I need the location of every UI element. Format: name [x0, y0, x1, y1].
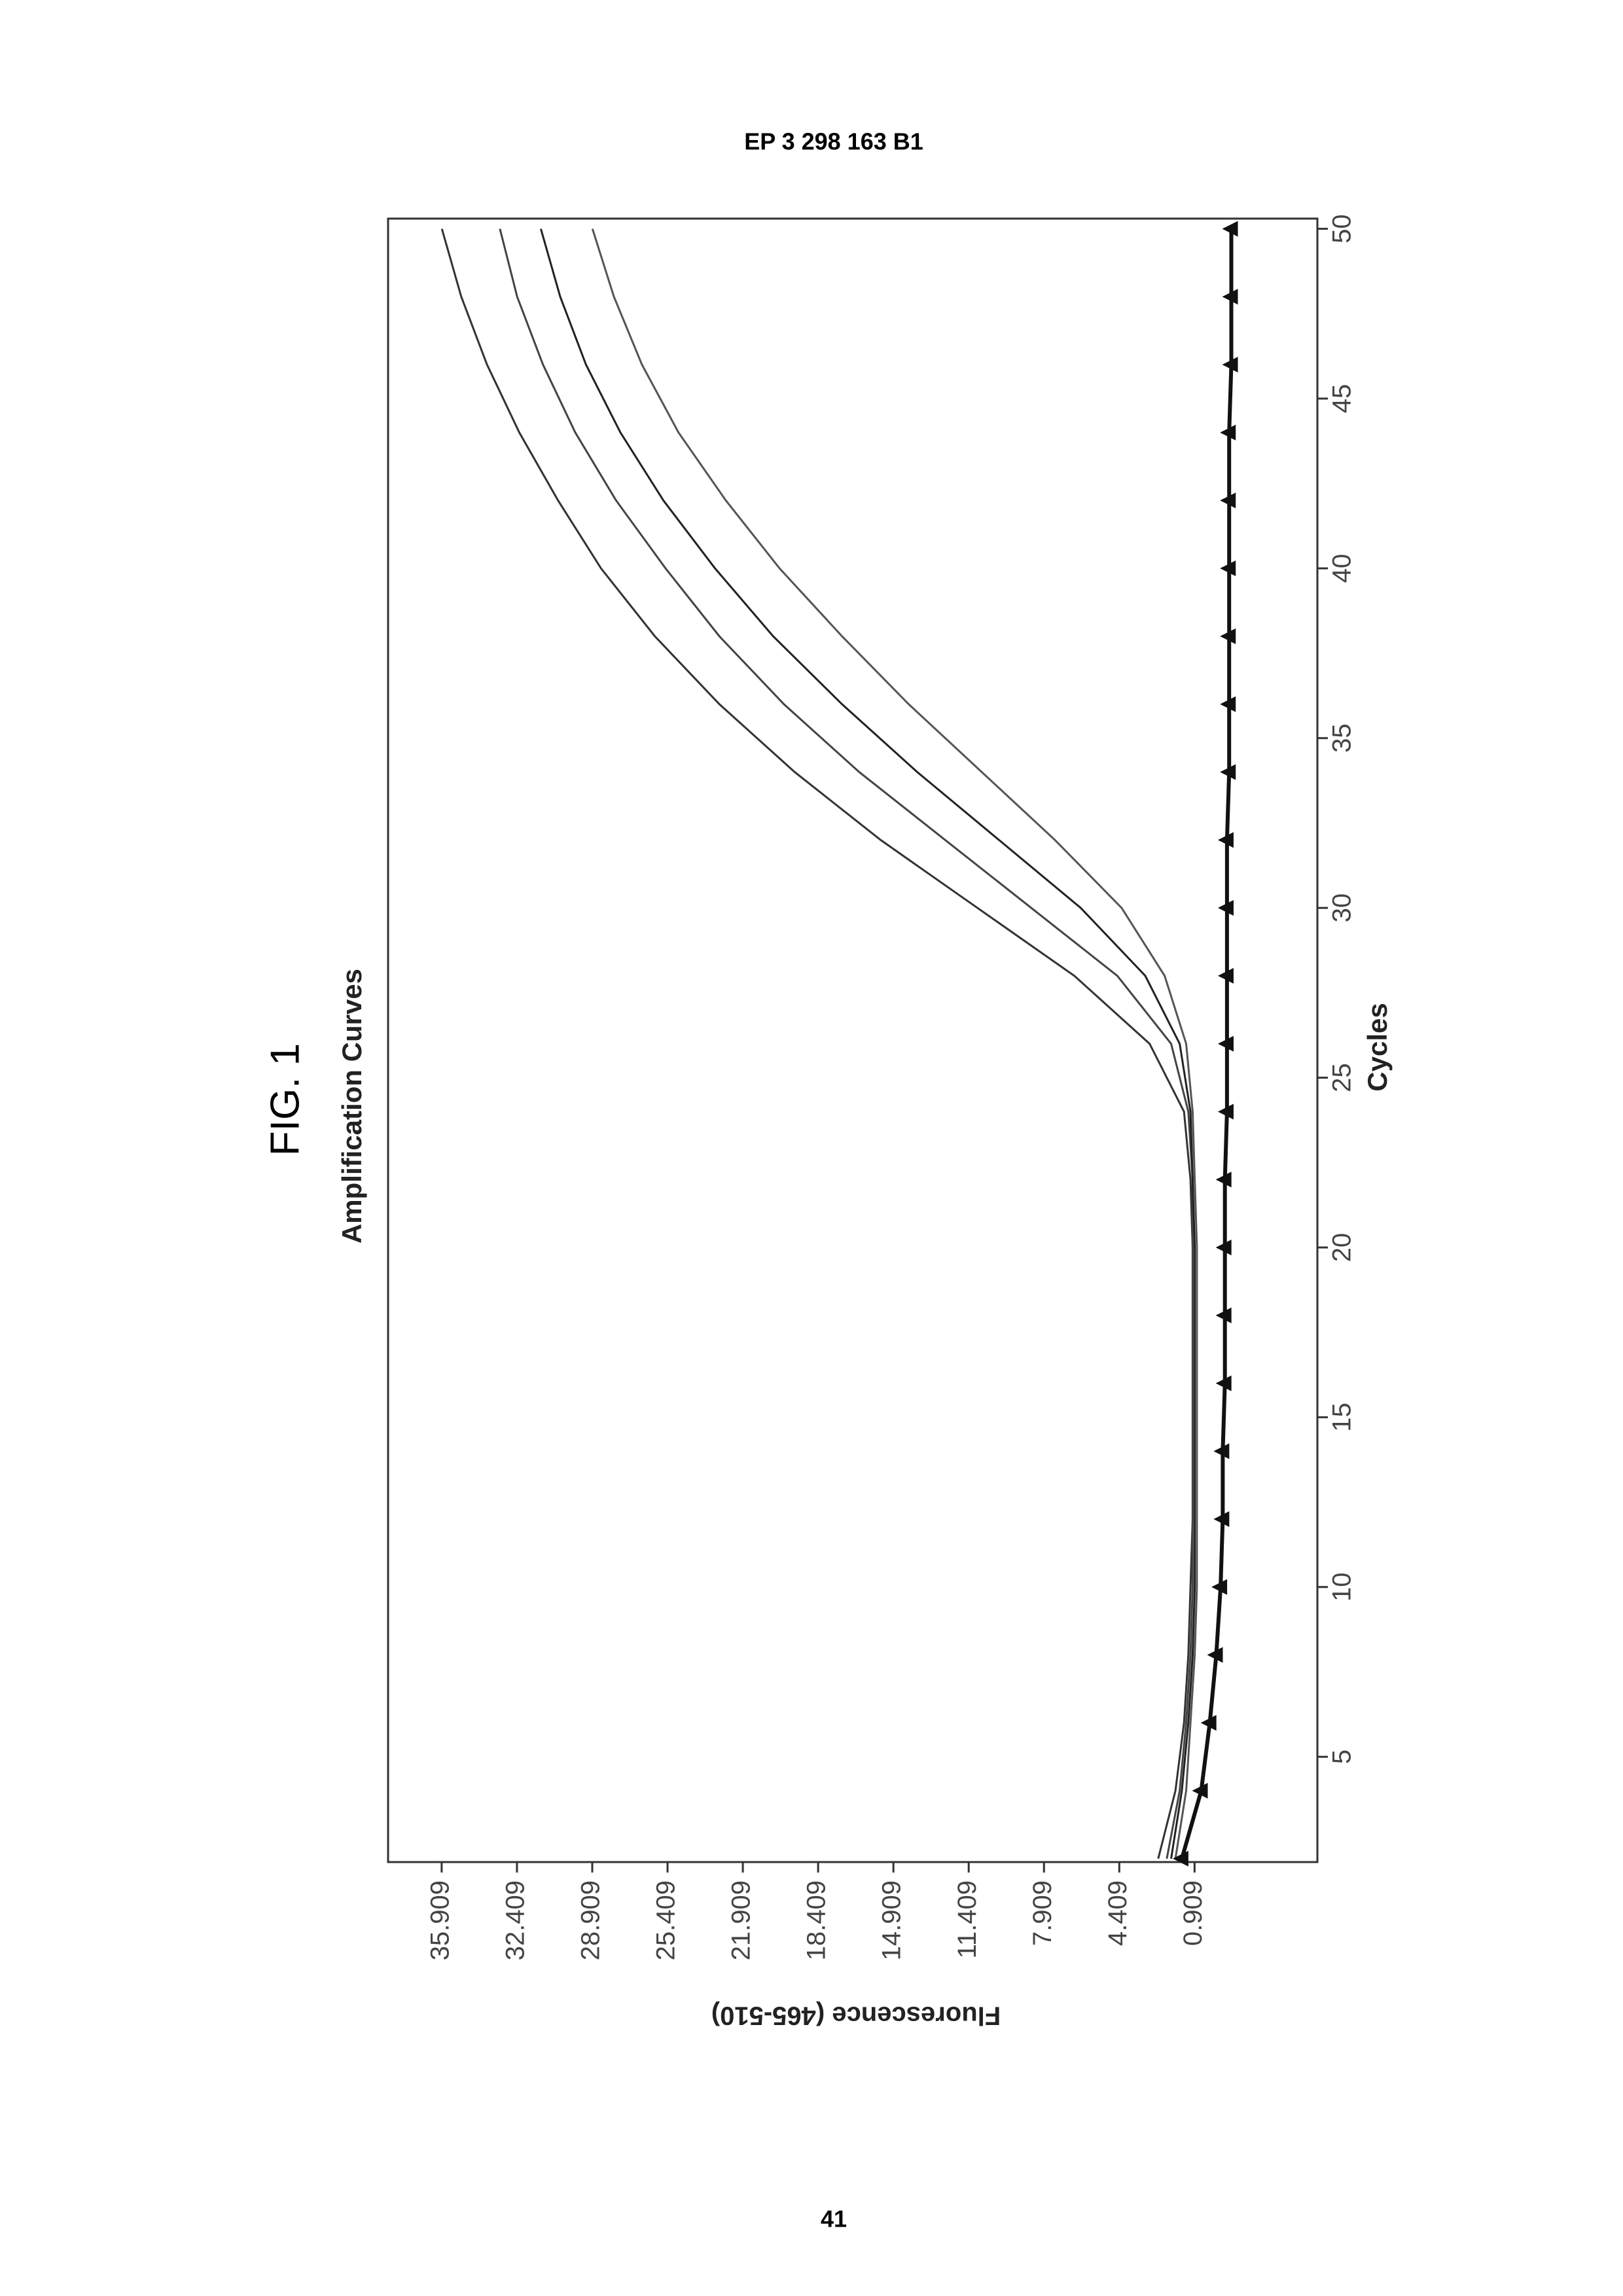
x-tick-label: 5	[1328, 1749, 1357, 1764]
y-axis-title: Fluorescence (465-510)	[711, 2001, 1001, 2030]
series-marker	[1217, 1035, 1234, 1052]
series-marker	[1220, 424, 1236, 440]
series-marker	[1200, 1715, 1217, 1731]
series-line	[591, 228, 1198, 1859]
series-marker	[1172, 1850, 1188, 1867]
x-tick-label: 40	[1328, 554, 1357, 583]
series-marker	[1217, 900, 1234, 916]
y-tick-label: 32.409	[501, 1880, 529, 1960]
series-marker	[1217, 967, 1234, 984]
x-tick-label: 45	[1328, 384, 1357, 414]
series-marker	[1215, 1172, 1232, 1188]
x-tick-label: 10	[1328, 1573, 1357, 1602]
y-tick-label: 0.909	[1179, 1880, 1207, 1946]
y-tick-label: 21.909	[727, 1880, 756, 1960]
page-number: 41	[821, 2206, 847, 2233]
x-tick-label: 30	[1328, 893, 1357, 923]
series-marker	[1215, 1307, 1232, 1323]
y-tick-label: 14.909	[878, 1880, 906, 1960]
series-marker	[1211, 1579, 1228, 1595]
series-marker	[1220, 492, 1236, 509]
series-marker	[1215, 1375, 1232, 1391]
series-marker	[1192, 1783, 1208, 1799]
series-marker	[1217, 1103, 1234, 1120]
y-tick-label: 28.909	[577, 1880, 605, 1960]
series-marker	[1213, 1443, 1230, 1460]
plot-frame	[387, 217, 1319, 1863]
series-marker	[1220, 764, 1236, 780]
series-marker	[1220, 628, 1236, 645]
series-marker	[1207, 1647, 1223, 1663]
series-marker	[1222, 357, 1238, 373]
y-tick-label: 4.409	[1103, 1880, 1132, 1946]
series-marker	[1222, 221, 1238, 237]
series-marker	[1222, 289, 1238, 305]
series-marker	[1213, 1511, 1230, 1528]
x-tick-label: 50	[1328, 214, 1357, 243]
y-tick-label: 7.909	[1028, 1880, 1057, 1946]
series-line	[539, 228, 1196, 1859]
figure-label: FIG. 1	[262, 1043, 308, 1156]
x-axis-title: Cycles	[1362, 1003, 1393, 1091]
y-tick-label: 25.409	[652, 1880, 681, 1960]
series-marker	[1220, 560, 1236, 577]
header: EP 3 298 163 B1	[744, 128, 923, 155]
y-tick-label: 18.409	[802, 1880, 831, 1960]
x-tick-label: 15	[1328, 1403, 1357, 1432]
series-marker	[1217, 832, 1234, 848]
y-tick-label: 35.909	[425, 1880, 454, 1960]
x-tick-label: 35	[1328, 724, 1357, 753]
y-tick-label: 11.409	[953, 1880, 982, 1958]
series-marker	[1220, 696, 1236, 712]
x-tick-label: 25	[1328, 1063, 1357, 1092]
series-line	[440, 228, 1194, 1859]
chart-title: Amplification Curves	[336, 969, 367, 1244]
x-tick-label: 20	[1328, 1233, 1357, 1263]
series-marker	[1215, 1239, 1232, 1255]
series-line	[499, 228, 1194, 1859]
